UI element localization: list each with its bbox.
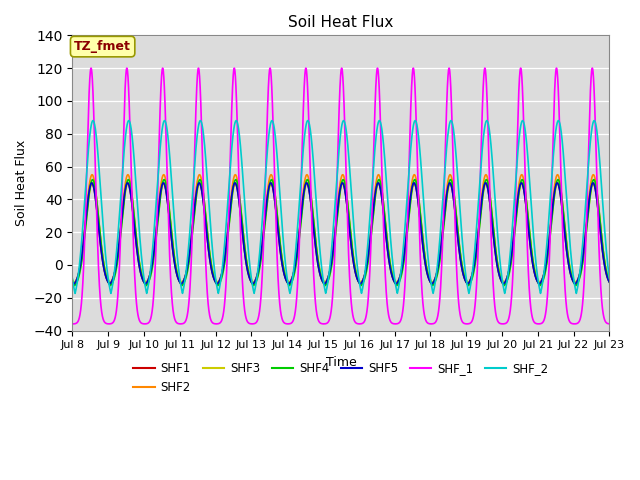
- SHF3: [605, 276, 613, 282]
- SHF2: [577, 269, 584, 275]
- Line: SHF_1: SHF_1: [72, 68, 609, 324]
- SHF_2: [71, 290, 79, 296]
- SHF1: [323, 278, 330, 284]
- SHF1: [70, 281, 77, 287]
- SHF5: [461, 277, 469, 283]
- SHF1: [476, 211, 484, 217]
- SHF4: [476, 217, 484, 223]
- SHF2: [476, 209, 484, 215]
- SHF5: [251, 278, 259, 284]
- Text: TZ_fmet: TZ_fmet: [74, 40, 131, 53]
- Line: SHF2: SHF2: [72, 175, 609, 284]
- SHF3: [251, 278, 259, 284]
- SHF4: [323, 281, 330, 287]
- SHF1: [461, 277, 469, 283]
- Line: SHF4: SHF4: [72, 180, 609, 286]
- SHF_2: [590, 118, 598, 123]
- SHF5: [583, 217, 591, 223]
- SHF2: [605, 278, 613, 284]
- SHF3: [577, 270, 584, 276]
- SHF4: [583, 224, 591, 229]
- SHF_1: [588, 65, 596, 71]
- SHF2: [70, 281, 78, 287]
- SHF5: [589, 180, 597, 186]
- SHF_2: [461, 266, 469, 272]
- SHF_1: [577, 316, 584, 322]
- SHF_2: [583, 183, 591, 189]
- SHF3: [70, 279, 78, 285]
- SHF5: [68, 279, 76, 285]
- Title: Soil Heat Flux: Soil Heat Flux: [288, 15, 394, 30]
- Y-axis label: Soil Heat Flux: Soil Heat Flux: [15, 140, 28, 226]
- SHF1: [68, 279, 76, 285]
- SHF3: [323, 277, 330, 283]
- Line: SHF3: SHF3: [72, 183, 609, 282]
- SHF_2: [251, 287, 259, 292]
- SHF5: [70, 281, 77, 287]
- SHF_1: [476, 181, 484, 187]
- SHF5: [605, 279, 613, 285]
- SHF_2: [577, 266, 584, 272]
- SHF_1: [68, 321, 76, 327]
- SHF3: [461, 274, 469, 280]
- SHF2: [323, 278, 330, 284]
- SHF2: [583, 216, 591, 221]
- SHF1: [589, 180, 597, 186]
- X-axis label: Time: Time: [326, 356, 356, 369]
- SHF1: [577, 269, 584, 275]
- SHF2: [589, 172, 597, 178]
- SHF_2: [323, 286, 330, 292]
- SHF4: [461, 276, 469, 282]
- SHF3: [68, 276, 76, 282]
- SHF1: [251, 278, 259, 284]
- SHF5: [323, 278, 330, 284]
- SHF_2: [68, 276, 76, 281]
- Line: SHF1: SHF1: [72, 183, 609, 284]
- SHF_1: [251, 321, 259, 326]
- SHF5: [476, 211, 484, 217]
- SHF1: [605, 279, 613, 285]
- SHF1: [583, 217, 591, 223]
- SHF4: [68, 279, 76, 285]
- SHF4: [577, 273, 584, 279]
- SHF2: [68, 278, 76, 284]
- SHF4: [590, 177, 598, 182]
- SHF3: [476, 216, 484, 222]
- Legend: SHF1, SHF2, SHF3, SHF4, SHF5, SHF_1, SHF_2: SHF1, SHF2, SHF3, SHF4, SHF5, SHF_1, SHF…: [129, 357, 553, 398]
- SHF_1: [69, 321, 77, 327]
- SHF3: [590, 180, 598, 186]
- SHF5: [577, 269, 584, 275]
- SHF_1: [583, 204, 591, 210]
- Line: SHF_2: SHF_2: [72, 120, 609, 293]
- SHF_2: [476, 174, 484, 180]
- SHF4: [251, 281, 259, 287]
- SHF_2: [605, 276, 613, 281]
- SHF_1: [323, 321, 330, 326]
- SHF4: [71, 283, 79, 288]
- Line: SHF5: SHF5: [72, 183, 609, 284]
- SHF_1: [461, 321, 469, 326]
- SHF3: [583, 223, 591, 228]
- SHF4: [605, 279, 613, 285]
- SHF2: [461, 276, 469, 281]
- SHF2: [251, 278, 259, 284]
- SHF_1: [605, 321, 613, 327]
